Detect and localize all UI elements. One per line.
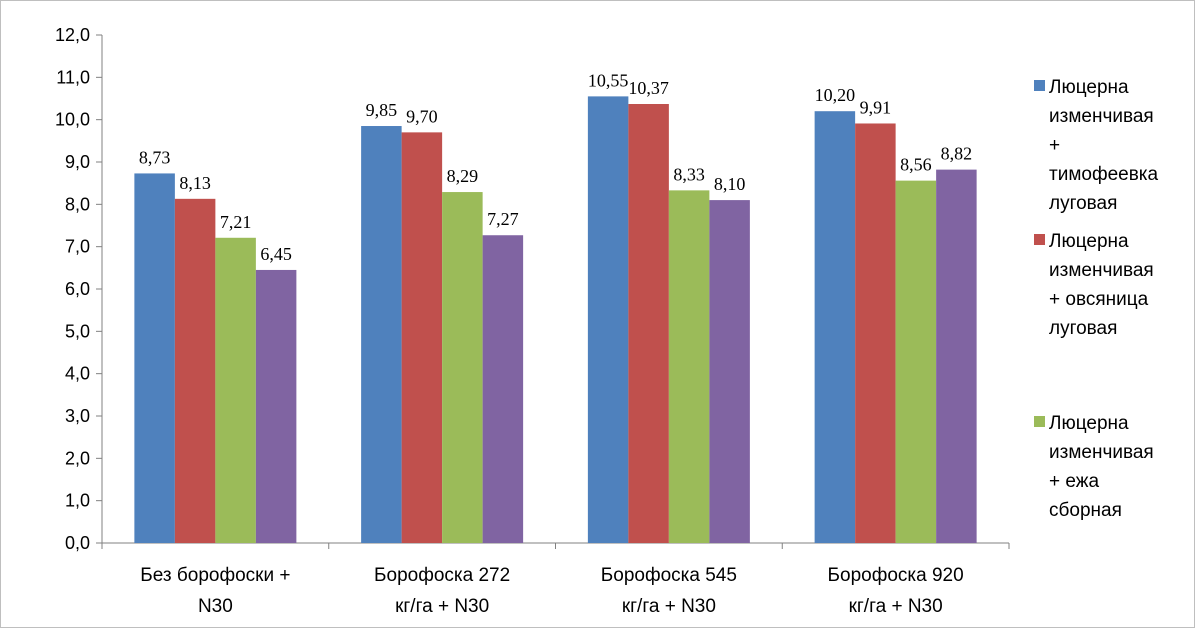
legend-entry: Люцерна изменчивая + тимофеевка луговая [1049, 77, 1159, 214]
legend-entry-line: + овсяница [1049, 289, 1149, 310]
legend-entry-line: изменчивая [1049, 106, 1154, 127]
data-label: 8,33 [673, 164, 705, 184]
category-label-line: Борофоска 545 [601, 565, 737, 586]
data-label: 7,27 [487, 209, 519, 229]
legend-entry-line: изменчивая [1049, 260, 1154, 281]
data-label: 9,70 [406, 106, 438, 126]
data-label: 8,29 [447, 166, 479, 186]
y-tick-label: 5,0 [65, 321, 90, 341]
legend-swatch [1034, 416, 1045, 427]
y-tick-label: 3,0 [65, 406, 90, 426]
bar [587, 96, 629, 543]
bar [855, 123, 896, 543]
legend-entry-line: + [1049, 135, 1060, 156]
category-label-line: кг/га + N30 [849, 596, 943, 617]
data-label: 7,21 [220, 212, 252, 232]
data-label: 10,20 [815, 85, 856, 105]
bar [255, 269, 297, 543]
category-label: Борофоска 920 кг/га + N30 [828, 565, 964, 617]
category-label: Борофоска 272 кг/га + N30 [374, 565, 510, 617]
legend-entry-line: луговая [1049, 318, 1117, 339]
legend-entry-line: изменчивая [1049, 442, 1154, 463]
y-tick-label: 8,0 [65, 194, 90, 214]
y-tick-label: 11,0 [56, 67, 90, 87]
bar [442, 192, 483, 543]
data-label: 10,55 [588, 70, 629, 90]
bar [709, 200, 750, 543]
category-label-line: N30 [198, 596, 233, 617]
y-tick-label: 4,0 [65, 364, 90, 384]
data-label: 9,91 [860, 97, 892, 117]
data-label: 8,73 [139, 147, 171, 167]
bar [936, 169, 977, 543]
bar [482, 235, 524, 543]
category-label: Без борофоски + N30 [140, 565, 290, 617]
y-tick-label: 0,0 [65, 533, 90, 553]
y-tick-label: 2,0 [65, 448, 90, 468]
category-label-line: Без борофоски + [140, 565, 290, 586]
bar [814, 111, 856, 543]
category-label-line: Борофоска 920 [828, 565, 964, 586]
legend-entry-line: тимофеевка [1049, 164, 1159, 185]
bar [174, 198, 216, 543]
legend-swatch [1034, 80, 1045, 91]
category-label-line: кг/га + N30 [395, 596, 489, 617]
legend-entry-line: Люцерна [1049, 231, 1129, 252]
data-label: 8,13 [179, 173, 211, 193]
data-label: 9,85 [366, 100, 398, 120]
legend-entry-line: + ежа [1049, 471, 1099, 492]
legend-entry-line: Люцерна [1049, 77, 1129, 98]
bar [401, 132, 443, 543]
y-tick-label: 10,0 [55, 110, 90, 130]
bar [134, 173, 175, 543]
bar [895, 180, 937, 544]
legend-swatch [1034, 234, 1045, 245]
legend-entry-line: Люцерна [1049, 413, 1129, 434]
category-label-line: Борофоска 272 [374, 565, 510, 586]
data-label: 8,56 [900, 155, 932, 175]
data-label: 6,45 [260, 244, 292, 264]
legend-entry: Люцерна изменчивая + овсяница луговая [1049, 231, 1154, 339]
data-label: 8,10 [714, 174, 746, 194]
category-label: Борофоска 545 кг/га + N30 [601, 565, 737, 617]
y-tick-label: 9,0 [65, 152, 90, 172]
y-tick-label: 7,0 [65, 237, 90, 257]
category-label-line: кг/га + N30 [622, 596, 716, 617]
y-tick-label: 1,0 [65, 491, 90, 511]
bar [668, 190, 710, 543]
bar [361, 126, 402, 544]
data-label: 8,82 [941, 144, 973, 164]
legend-entry: Люцерна изменчивая + ежа сборная [1049, 413, 1154, 521]
legend-entry-line: сборная [1049, 500, 1122, 521]
legend-entry-line: луговая [1049, 193, 1117, 214]
bar [628, 104, 669, 544]
bar [215, 237, 256, 543]
y-tick-label: 6,0 [65, 279, 90, 299]
y-tick-label: 12,0 [55, 25, 90, 45]
data-label: 10,37 [628, 78, 669, 98]
